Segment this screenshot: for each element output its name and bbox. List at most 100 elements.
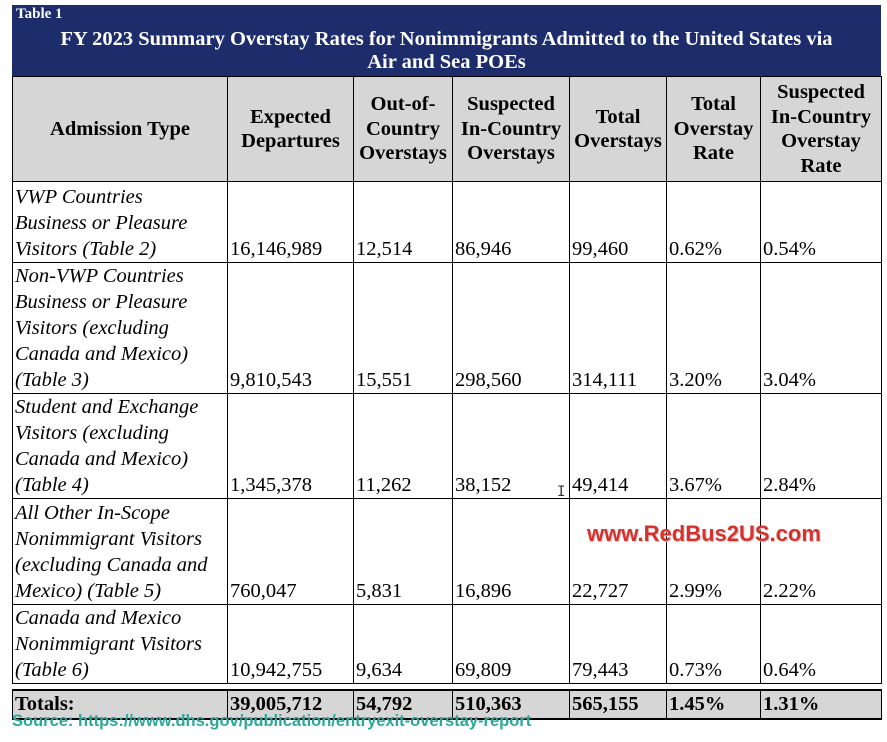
in-country-overstay-rate-cell: 2.22%: [760, 498, 882, 605]
cell-line: VWP Countries: [15, 186, 143, 208]
table-row: VWP Countries Business or Pleasure Visitor…: [12, 181, 882, 263]
in-country-overstays-cell: 38,152: [452, 393, 570, 499]
cell-line: Rate: [800, 154, 842, 177]
cell-line: Overstay: [673, 117, 754, 140]
out-of-country-overstays-cell: 12,514: [353, 181, 453, 263]
totals-expected-departures-cell: 39,005,712: [227, 689, 354, 720]
in-country-overstays-cell: 86,946: [452, 181, 570, 263]
in-country-overstay-rate-cell: 0.54%: [760, 181, 882, 263]
total-overstays-cell: 99,460: [569, 181, 667, 263]
cell-line: Business or Pleasure: [15, 212, 188, 234]
cell-line: Visitors (Table 2): [15, 238, 157, 260]
in-country-overstay-rate-cell: 3.04%: [760, 262, 882, 394]
column-header: Suspected In-Country Overstay Rate: [760, 76, 882, 182]
cell-line: Departures: [241, 130, 340, 152]
expected-departures-cell: 760,047: [227, 498, 354, 605]
expected-departures-cell: 10,942,755: [227, 604, 354, 684]
cell-line: Out-of-: [370, 93, 436, 116]
source-caption: Source: https://www.dhs.gov/publication/…: [12, 712, 532, 730]
totals-label-cell: Totals:: [12, 689, 228, 720]
cell-line: Student and Exchange: [15, 396, 199, 418]
column-header: Out-of- Country Overstays: [353, 76, 453, 182]
admission-type-cell: All Other In-Scope Nonimmigrant Visitors (…: [12, 498, 228, 605]
cell-line: Mexico) (Table 5): [15, 580, 162, 602]
admission-type-cell: VWP Countries Business or Pleasure Visitor…: [12, 181, 228, 263]
admission-type-cell: Non-VWP Countries Business or Pleasure Vis…: [12, 262, 228, 394]
cell-line: (Table 6): [15, 659, 89, 681]
table-title-line-1: FY 2023 Summary Overstay Rates for Nonim…: [60, 28, 833, 50]
table-header-row: Admission Type Expected Departures Out-of…: [12, 76, 882, 182]
expected-departures-cell: 9,810,543: [227, 262, 354, 394]
in-country-overstay-rate-cell: 2.84%: [760, 393, 882, 499]
cell-line: Country: [365, 117, 441, 140]
text-cursor-icon: I: [557, 484, 566, 500]
cell-line: Canada and Mexico: [15, 607, 182, 629]
overstay-table: Admission Type Expected Departures Out-of…: [12, 76, 882, 720]
cell-line: Suspected: [467, 93, 555, 116]
total-overstays-cell: 49,414: [569, 393, 667, 499]
cell-line: Canada and Mexico): [15, 343, 189, 365]
cell-line: Overstay: [781, 130, 861, 152]
in-country-overstay-rate-cell: 0.64%: [760, 604, 882, 684]
cell-line: Total: [595, 105, 641, 128]
cell-line: Non-VWP Countries: [15, 265, 184, 287]
out-of-country-overstays-cell: 15,551: [353, 262, 453, 394]
total-overstays-cell: 79,443: [569, 604, 667, 684]
total-overstay-rate-cell: 3.20%: [666, 262, 761, 394]
cell-line: Expected: [250, 105, 331, 128]
totals-in-country-overstay-rate-cell: 1.31%: [760, 689, 882, 720]
expected-departures-cell: 16,146,989: [227, 181, 354, 263]
cell-line: (Table 4): [15, 474, 89, 496]
cell-line: Nonimmigrant Visitors: [15, 633, 202, 655]
cell-line: Admission Type: [50, 117, 190, 140]
cell-line: All Other In-Scope: [15, 502, 170, 524]
cell-line: In-Country: [460, 117, 562, 140]
table-title: FY 2023 Summary Overstay Rates for Nonim…: [12, 28, 881, 74]
table-row: Canada and Mexico Nonimmigrant Visitors (T…: [12, 604, 882, 684]
cell-line: Overstays: [574, 130, 662, 152]
out-of-country-overstays-cell: 5,831: [353, 498, 453, 605]
column-header: Admission Type: [12, 76, 228, 182]
column-header: Total Overstay Rate: [666, 76, 761, 182]
cell-line: Canada and Mexico): [15, 448, 189, 470]
cell-line: Business or Pleasure: [15, 291, 188, 313]
out-of-country-overstays-cell: 11,262: [353, 393, 453, 499]
table-row: Student and Exchange Visitors (excluding C…: [12, 393, 882, 499]
in-country-overstays-cell: 69,809: [452, 604, 570, 684]
cell-line: Rate: [693, 142, 734, 165]
cell-line: Overstays: [467, 142, 555, 165]
cell-line: (Table 3): [15, 369, 89, 391]
table-title-line-2: Air and Sea POEs: [367, 51, 526, 73]
totals-row: Totals: 39,005,712 54,792 510,363 565,15…: [12, 689, 882, 720]
cell-line: Visitors (excluding: [15, 422, 169, 444]
cell-line: Total: [691, 93, 736, 116]
table-banner: Table 1 FY 2023 Summary Overstay Rates f…: [12, 5, 881, 76]
in-country-overstays-cell: 298,560: [452, 262, 570, 394]
total-overstays-cell: 22,727: [569, 498, 667, 605]
total-overstay-rate-cell: 0.73%: [666, 604, 761, 684]
table-label: Table 1: [16, 6, 63, 22]
column-header: Suspected In-Country Overstays: [452, 76, 570, 182]
totals-overstay-rate-cell: 1.45%: [666, 689, 761, 720]
cell-line: Nonimmigrant Visitors: [15, 528, 202, 550]
cell-line: Overstays: [359, 142, 447, 165]
table-row: All Other In-Scope Nonimmigrant Visitors (…: [12, 498, 882, 605]
cell-line: Suspected: [777, 81, 865, 103]
admission-type-cell: Student and Exchange Visitors (excluding C…: [12, 393, 228, 499]
totals-in-country-overstays-cell: 510,363: [452, 689, 570, 720]
totals-out-of-country-overstays-cell: 54,792: [353, 689, 453, 720]
in-country-overstays-cell: 16,896: [452, 498, 570, 605]
expected-departures-cell: 1,345,378: [227, 393, 354, 499]
column-header: Total Overstays: [569, 76, 667, 182]
table-row: Non-VWP Countries Business or Pleasure Vis…: [12, 262, 882, 394]
admission-type-cell: Canada and Mexico Nonimmigrant Visitors (T…: [12, 604, 228, 684]
total-overstay-rate-cell: 2.99%: [666, 498, 761, 605]
out-of-country-overstays-cell: 9,634: [353, 604, 453, 684]
cell-line: Visitors (excluding: [15, 317, 169, 339]
total-overstays-cell: 314,111: [569, 262, 667, 394]
total-overstay-rate-cell: 0.62%: [666, 181, 761, 263]
watermark-text: www.RedBus2US.com: [587, 521, 821, 546]
totals-total-overstays-cell: 565,155: [569, 689, 667, 720]
column-header: Expected Departures: [227, 76, 354, 182]
cell-line: (excluding Canada and: [15, 554, 208, 576]
